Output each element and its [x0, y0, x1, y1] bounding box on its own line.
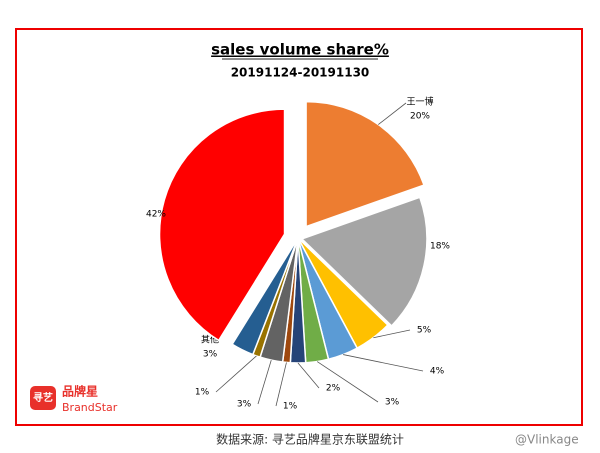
watermark: @Vlinkage: [515, 433, 579, 447]
value-label: 2%: [326, 384, 341, 394]
value-label: 20%: [410, 112, 430, 122]
value-label: 1%: [195, 388, 210, 398]
pie-slice: [158, 108, 286, 342]
leader-line: [215, 355, 257, 393]
leader-line: [275, 362, 287, 407]
logo-sub: BrandStar: [62, 401, 118, 414]
pie-slice: [305, 100, 425, 228]
chart-subtitle: 20191124-20191130: [231, 66, 370, 80]
leader-line: [316, 361, 379, 403]
value-label: 3%: [203, 350, 218, 360]
value-label: 4%: [430, 367, 445, 377]
frame: [15, 28, 583, 426]
logo-name: 品牌星: [62, 384, 98, 399]
leader-line: [257, 359, 272, 405]
value-label: 3%: [237, 400, 252, 410]
logo-icon: 寻艺: [33, 391, 53, 404]
pie-slice: [300, 196, 428, 327]
value-label: 42%: [146, 210, 166, 220]
leader-line: [297, 362, 320, 389]
leader-line: [373, 329, 411, 339]
value-label: 18%: [430, 242, 450, 252]
chart-title: sales volume share%: [211, 41, 389, 59]
source: 数据来源: 寻艺品牌星京东联盟统计: [216, 432, 404, 447]
logo-box: [30, 386, 56, 410]
value-label: 3%: [385, 398, 400, 408]
value-label: 5%: [417, 326, 432, 336]
slice-name: 王一博: [406, 96, 433, 108]
leader-line: [343, 354, 424, 372]
value-label: 1%: [283, 402, 298, 412]
leader-line: [378, 102, 407, 125]
pie-slice: [231, 237, 299, 356]
